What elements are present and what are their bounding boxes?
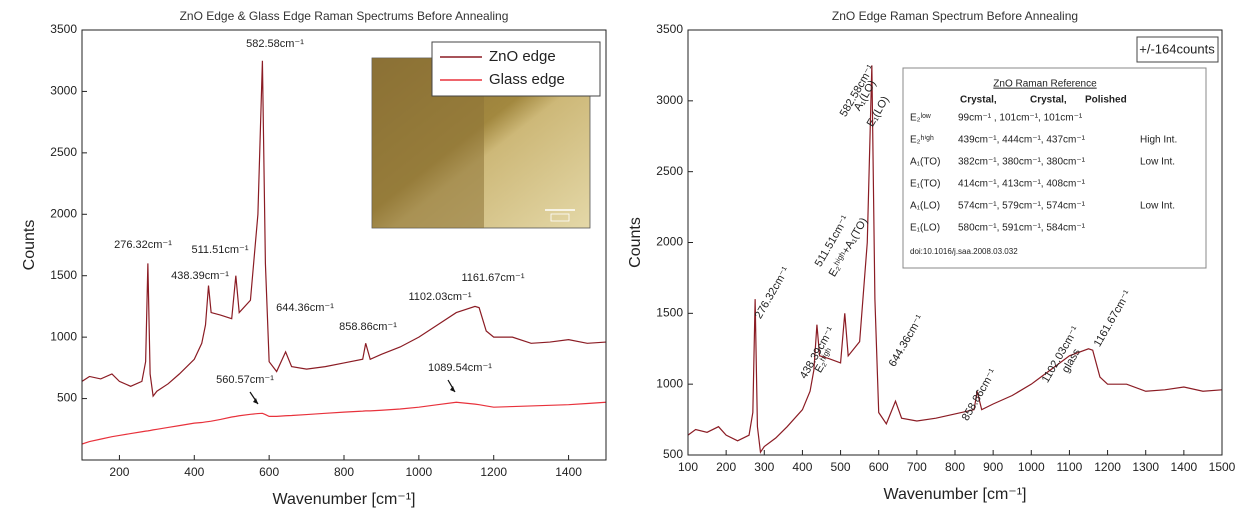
y-axis-label: Counts — [21, 220, 38, 271]
annotation: 644.36cm⁻¹ — [276, 302, 334, 314]
x-tick-label: 1200 — [480, 465, 507, 479]
arrow-head — [253, 398, 258, 404]
y-axis-label: Counts — [627, 217, 644, 268]
x-tick-label: 600 — [869, 460, 889, 474]
x-tick-label: 1400 — [1171, 460, 1198, 474]
x-tick-label: 1000 — [1018, 460, 1045, 474]
y-tick-label: 1000 — [50, 329, 77, 343]
reference-mode: A₁(LO) — [910, 201, 940, 212]
y-tick-label: 2000 — [656, 235, 683, 249]
annotation: 1089.54cm⁻¹ — [428, 362, 492, 374]
x-tick-label: 1100 — [1057, 460, 1083, 474]
y-tick-label: 500 — [663, 447, 683, 461]
reference-note: Low Int. — [1140, 201, 1175, 212]
reference-values: 99cm⁻¹ , 101cm⁻¹, 101cm⁻¹ — [958, 113, 1083, 124]
legend-label: ZnO edge — [489, 48, 556, 65]
x-tick-label: 400 — [184, 465, 204, 479]
x-tick-label: 1300 — [1132, 460, 1159, 474]
x-tick-label: 1200 — [1094, 460, 1121, 474]
legend: ZnO edge Glass edge — [431, 41, 601, 97]
x-tick-label: 400 — [792, 460, 812, 474]
x-tick-label: 1400 — [555, 465, 582, 479]
x-tick-label: 700 — [907, 460, 927, 474]
reference-box — [902, 67, 1207, 269]
reference-values: 574cm⁻¹, 579cm⁻¹, 574cm⁻¹ — [958, 201, 1086, 212]
count-note: +/-164counts — [1139, 41, 1215, 56]
x-tick-label: 900 — [983, 460, 1003, 474]
y-tick-label: 3500 — [656, 22, 683, 36]
reference-doi: doi:10.1016/j.saa.2008.03.032 — [910, 247, 1018, 256]
annotation: 276.32cm⁻¹ — [753, 265, 792, 321]
y-tick-label: 3000 — [656, 93, 683, 107]
annotation: 511.51cm⁻¹ — [192, 244, 249, 256]
x-axis-label: Wavenumber [cm⁻¹] — [273, 491, 416, 508]
series-line — [82, 401, 606, 445]
chart-title: ZnO Edge Raman Spectrum Before Annealing — [832, 9, 1078, 23]
reference-mode: E₁(LO) — [910, 223, 940, 234]
annotation: 644.36cm⁻¹ — [887, 313, 926, 369]
x-tick-label: 800 — [334, 465, 354, 479]
x-tick-label: 200 — [716, 460, 736, 474]
x-tick-label: 500 — [831, 460, 851, 474]
y-tick-label: 1500 — [656, 306, 683, 320]
reference-mode: E₁(TO) — [910, 179, 940, 190]
count-note-box — [1136, 36, 1219, 63]
reference-values: 439cm⁻¹, 444cm⁻¹, 437cm⁻¹ — [958, 135, 1086, 146]
reference-mode: A₁(TO) — [910, 157, 940, 168]
reference-column: Crystal, — [960, 95, 997, 106]
reference-values: 580cm⁻¹, 591cm⁻¹, 584cm⁻¹ — [958, 223, 1086, 234]
reference-note: Low Int. — [1140, 157, 1175, 168]
reference-column: Polished — [1085, 95, 1127, 106]
y-tick-label: 500 — [57, 391, 77, 405]
annotation: 858.86cm⁻¹ — [960, 367, 999, 423]
reference-values: 382cm⁻¹, 380cm⁻¹, 380cm⁻¹ — [958, 157, 1086, 168]
y-tick-label: 2500 — [656, 164, 683, 178]
y-tick-label: 1500 — [50, 268, 77, 282]
y-tick-label: 3500 — [50, 22, 77, 36]
y-tick-label: 2500 — [50, 145, 77, 159]
annotation: 1161.67cm⁻¹ — [461, 272, 524, 284]
reference-mode: E₂ˡᵒʷ — [910, 113, 931, 124]
legend-box — [431, 41, 601, 97]
annotation: 438.39cm⁻¹ — [171, 270, 229, 282]
annotation: 858.86cm⁻¹ — [339, 321, 397, 333]
reference-values: 414cm⁻¹, 413cm⁻¹, 408cm⁻¹ — [958, 179, 1086, 190]
series-line — [82, 60, 606, 398]
x-tick-label: 100 — [678, 460, 698, 474]
legend-label: Glass edge — [489, 71, 565, 88]
reference-note: High Int. — [1140, 135, 1177, 146]
x-tick-label: 1500 — [1209, 460, 1236, 474]
y-tick-label: 3000 — [50, 84, 77, 98]
reference-column: Crystal, — [1030, 95, 1067, 106]
arrow-head — [450, 386, 455, 392]
annotation: 560.57cm⁻¹ — [216, 374, 274, 386]
x-tick-label: 800 — [945, 460, 965, 474]
annotation: 1102.03cm⁻¹ — [408, 291, 471, 303]
x-tick-label: 200 — [109, 465, 129, 479]
annotation: 276.32cm⁻¹ — [114, 239, 172, 251]
x-tick-label: 600 — [259, 465, 279, 479]
y-tick-label: 1000 — [656, 376, 683, 390]
reference-title: ZnO Raman Reference — [993, 79, 1097, 90]
annotation: 1161.67cm⁻¹ — [1092, 288, 1134, 349]
annotation: 582.58cm⁻¹ — [246, 38, 304, 50]
series-line — [688, 65, 1222, 454]
x-axis-label: Wavenumber [cm⁻¹] — [884, 486, 1027, 503]
chart-title: ZnO Edge & Glass Edge Raman Spectrums Be… — [180, 9, 509, 23]
x-tick-label: 1000 — [406, 465, 433, 479]
y-tick-label: 2000 — [50, 206, 77, 220]
reference-mode: E₂ʰⁱᵍʰ — [910, 135, 934, 146]
x-tick-label: 300 — [754, 460, 774, 474]
